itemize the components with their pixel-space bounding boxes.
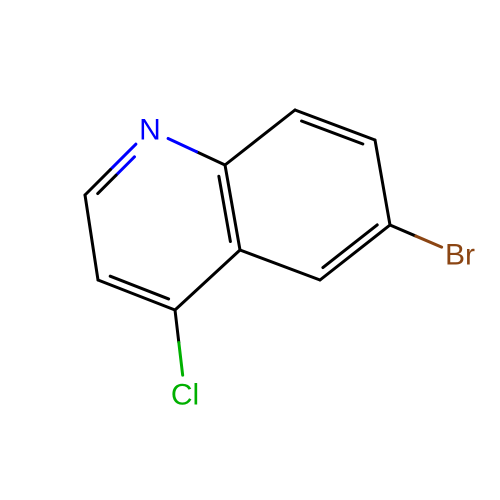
atom-label-n: N <box>139 114 161 147</box>
bond-line <box>110 144 135 169</box>
bond-line <box>197 152 225 165</box>
atom-label-cl: Cl <box>171 379 199 412</box>
bond-line <box>85 170 110 195</box>
bond-line <box>320 225 390 280</box>
molecule-diagram: N Cl Br <box>0 0 500 500</box>
bond-line <box>416 236 442 247</box>
atom-label-br: Br <box>445 239 475 272</box>
bond-line <box>295 110 375 140</box>
bond-line <box>98 280 175 310</box>
bond-line <box>323 225 377 268</box>
bond-line <box>168 138 196 151</box>
bond-line <box>225 110 295 165</box>
bond-line <box>375 140 390 225</box>
bond-line <box>390 225 416 236</box>
bond-line <box>225 165 240 250</box>
bond-line <box>240 250 320 280</box>
bond-line <box>175 310 179 343</box>
bond-line <box>179 343 183 376</box>
bond-line <box>175 250 240 310</box>
bond-line <box>85 195 98 280</box>
